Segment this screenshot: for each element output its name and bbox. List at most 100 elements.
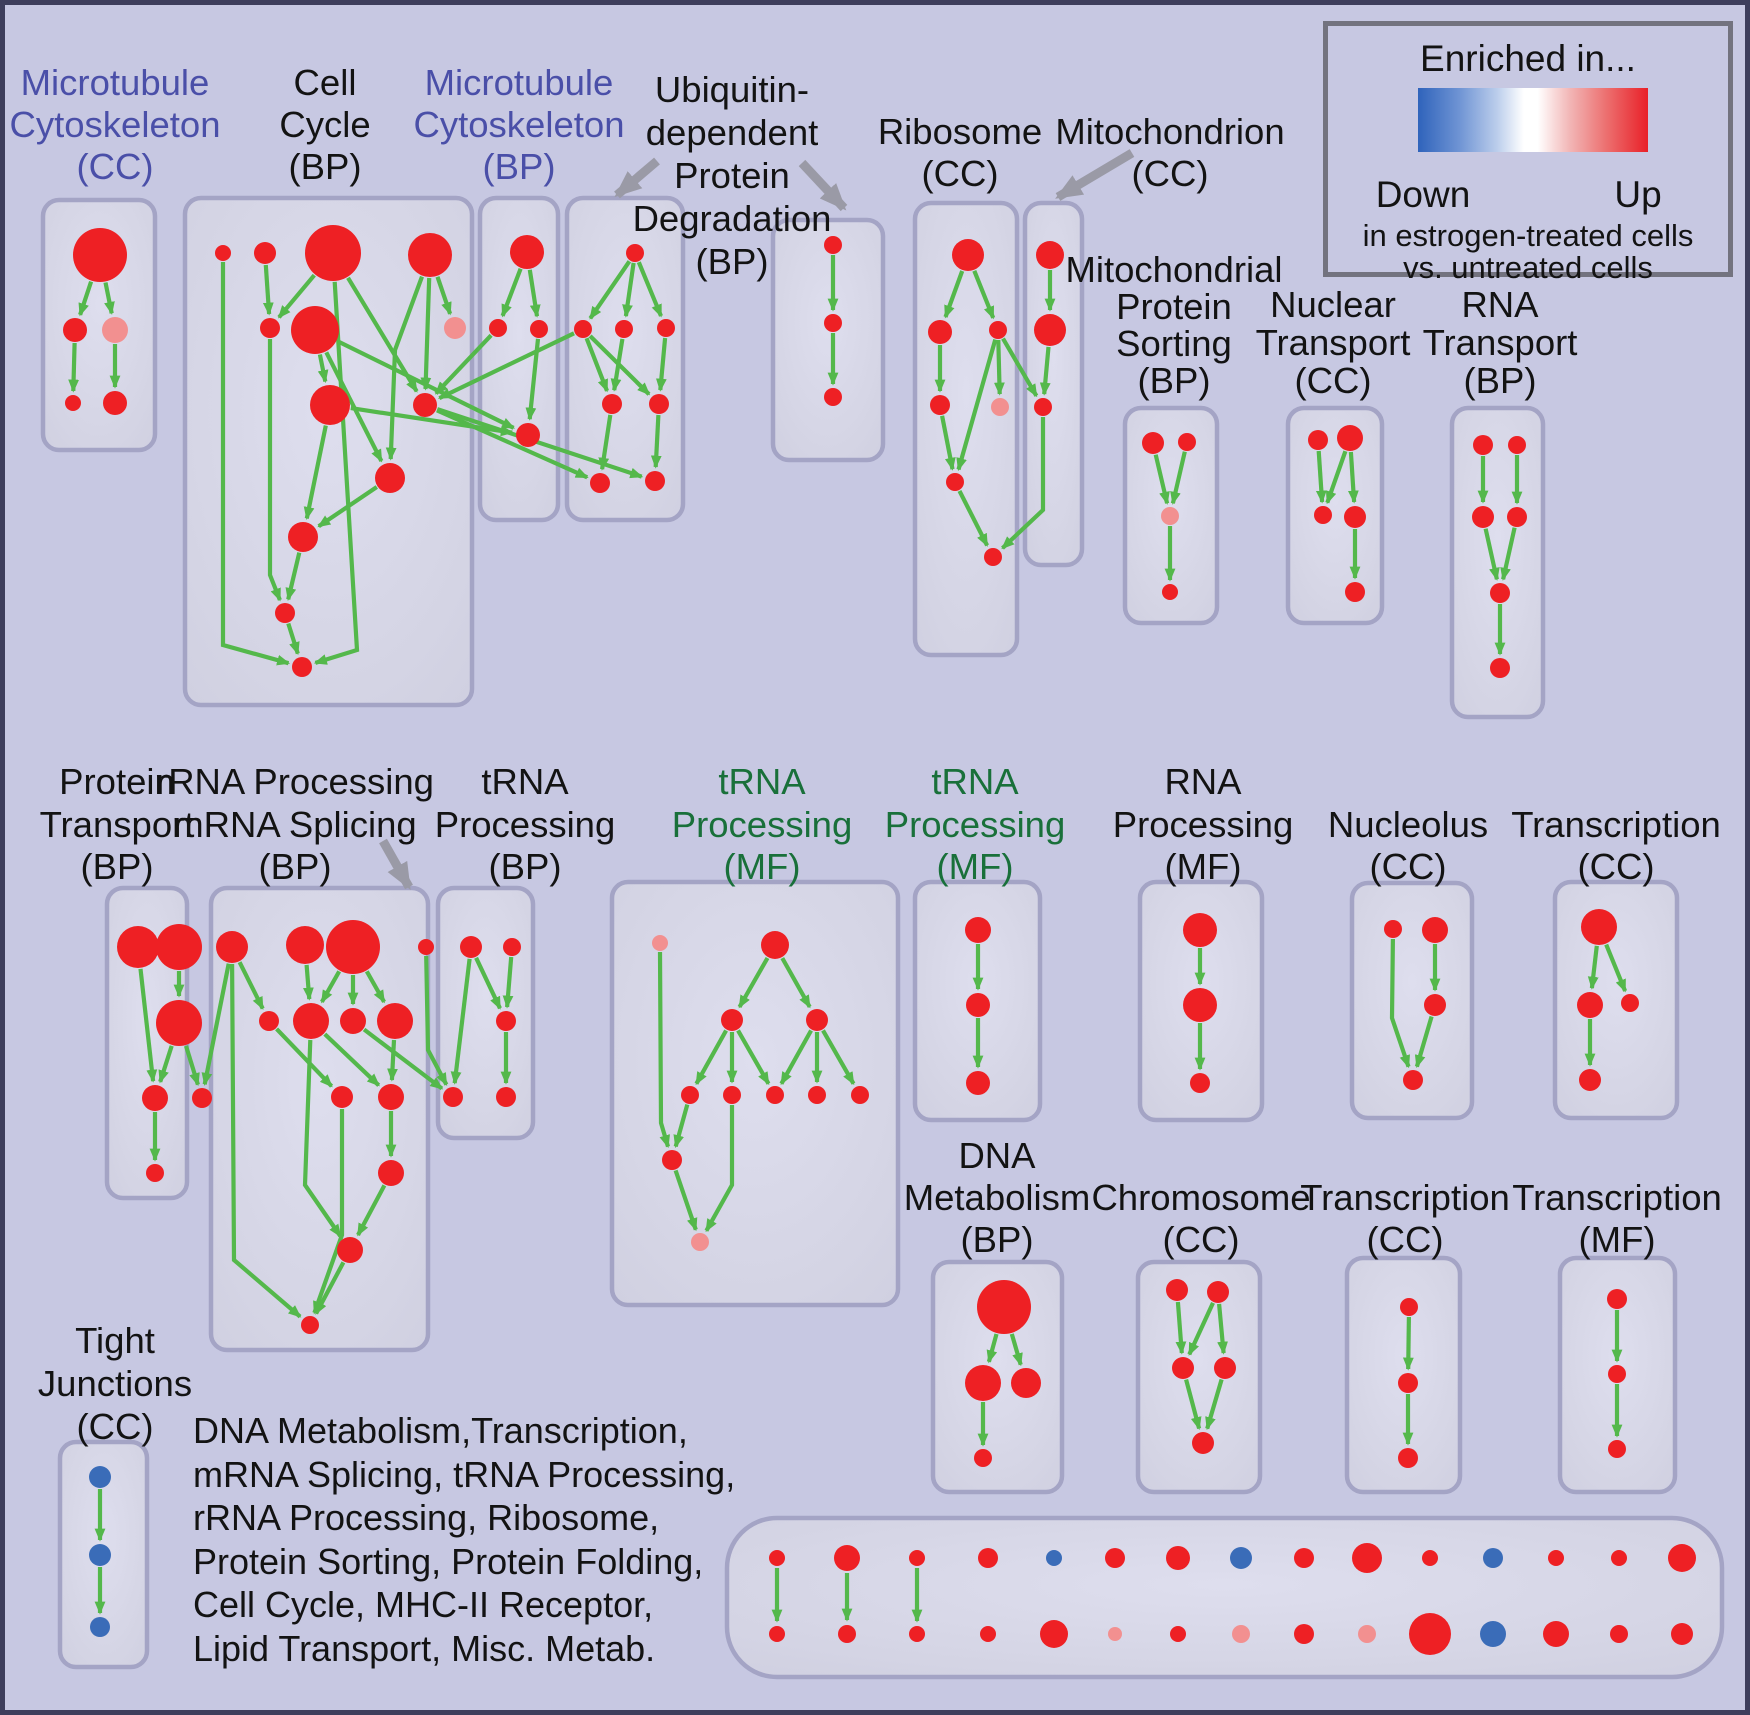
label-transcription-cc-bottom: Transcription (CC)	[1300, 1177, 1510, 1260]
edge-chr	[1217, 1303, 1228, 1355]
node-rna-transport-bp-tl	[1473, 435, 1493, 455]
gray-arrow-to-trna-processing-bp-box	[379, 838, 413, 890]
node-trna-processing-mf-large-lo	[662, 1150, 682, 1170]
node-transcription-cc-middle-R	[1621, 994, 1639, 1012]
node-trna-processing-mf-large-n3	[766, 1086, 784, 1104]
node-protein-transport-bp-b1	[117, 926, 159, 968]
node-nuclear-transport-cc-tr	[1337, 425, 1363, 451]
legend-box: Enriched in... Down Up in estrogen-treat…	[1323, 21, 1733, 285]
node-protein-transport-bp-b2	[156, 924, 202, 970]
node-protein-transport-bp-s1	[142, 1085, 168, 1111]
gray-arrow-to-ubiquitin-cluster-2	[798, 159, 848, 212]
node-cell-cycle-bp-l	[275, 603, 295, 623]
node-ubiquitin-degradation-cluster-2-c1	[824, 236, 842, 254]
node-trna-processing-mf-small-c3	[966, 1071, 990, 1095]
strip-node-bottom-15	[1671, 1623, 1693, 1645]
node-microtubule-cytoskeleton-cc-mr	[102, 317, 128, 343]
caption-line-6: Lipid Transport, Misc. Metab.	[193, 1627, 656, 1669]
panel-mitochondrion-cc	[1022, 200, 1085, 568]
node-rrna-processing-mrna-splicing-bp-r2b	[293, 1003, 329, 1039]
edge-mtbp	[527, 269, 541, 318]
edge-mt-cc	[78, 280, 94, 317]
node-rna-transport-bp-m	[1490, 583, 1510, 603]
node-mitochondrial-protein-sorting-bp-tr	[1178, 433, 1196, 451]
node-trna-processing-mf-large-n5	[851, 1086, 869, 1104]
strip-node-bottom-3	[909, 1626, 925, 1642]
legend-down-label: Down	[1375, 174, 1471, 215]
cross-edge	[1001, 417, 1046, 550]
edge-mt-cc	[68, 342, 80, 393]
node-nucleolus-cc-s	[1384, 920, 1402, 938]
edge-trnamf1	[737, 956, 770, 1009]
edge-chr	[1205, 1378, 1224, 1431]
edge-ub1	[598, 414, 613, 471]
node-transcription-mf-c2	[1608, 1365, 1626, 1383]
edge-cc	[385, 275, 424, 461]
node-cell-cycle-bp-h	[310, 385, 350, 425]
node-trna-processing-mf-large-mr	[806, 1009, 828, 1031]
node-trna-processing-mf-large-t	[761, 931, 789, 959]
node-trna-processing-mf-large-ml	[721, 1009, 743, 1031]
node-ubiquitin-degradation-cluster-1-r2a	[574, 320, 592, 338]
node-rrna-processing-mrna-splicing-bp-t3	[326, 920, 380, 974]
node-cell-cycle-bp-f	[291, 306, 339, 354]
node-rrna-processing-mrna-splicing-bp-r4	[378, 1160, 404, 1186]
edge-trnamf1	[673, 1169, 698, 1232]
node-rrna-processing-mrna-splicing-bp-r2d	[377, 1003, 413, 1039]
edge-rrna	[303, 964, 314, 1001]
node-cell-cycle-bp-a	[215, 245, 231, 261]
node-transcription-cc-middle-L	[1577, 992, 1603, 1018]
edge-dnam	[986, 1333, 999, 1364]
caption-line-5: Cell Cycle, MHC-II Receptor,	[193, 1584, 654, 1625]
legend-up-label: Up	[1614, 174, 1662, 215]
node-nuclear-transport-cc-mr	[1344, 506, 1366, 528]
edge-rib	[943, 270, 965, 319]
node-chromosome-cc-ml	[1172, 1357, 1194, 1379]
node-cell-cycle-bp-m	[292, 657, 312, 677]
node-dna-metabolism-bp-b	[974, 1449, 992, 1467]
cross-edge	[201, 963, 231, 1086]
legend-caption-line1: in estrogen-treated cells	[1362, 218, 1694, 253]
label-mitochondrion-cc: Mitochondrion (CC)	[1055, 111, 1284, 194]
node-transcription-cc-bottom-c2	[1398, 1373, 1418, 1393]
edge-trnabp	[450, 958, 472, 1085]
graph-svg: Microtubule Cytoskeleton (CC) Cell Cycle (BP)…	[10, 62, 1725, 1680]
node-rrna-processing-mrna-splicing-bp-r3b	[378, 1084, 404, 1110]
node-ubiquitin-degradation-cluster-1-r2c	[657, 319, 675, 337]
label-rna-transport-bp: RNA Transport (BP)	[1423, 284, 1578, 401]
caption-line-2: mRNA Splicing, tRNA Processing,	[193, 1453, 736, 1495]
node-transcription-cc-bottom-c1	[1400, 1298, 1418, 1316]
legend-title: Enriched in...	[1420, 38, 1636, 79]
edge-rib	[957, 489, 989, 547]
edge-cc	[285, 552, 302, 601]
node-ubiquitin-degradation-cluster-2-c3	[824, 388, 842, 406]
strip-node-bottom-4	[980, 1626, 996, 1642]
edge-cc	[317, 354, 329, 384]
edge-ub1	[610, 338, 625, 392]
gray-arrow-layer	[379, 149, 1135, 890]
cross-edge	[434, 333, 493, 395]
edge-cc	[435, 276, 453, 316]
node-tight-junctions-cc-c2	[89, 1544, 111, 1566]
edge-trnamf1	[704, 1105, 735, 1233]
edge-trnamf1	[736, 1029, 771, 1086]
edge-trnamf1	[779, 1029, 813, 1086]
node-layer	[63, 225, 1696, 1655]
node-dna-metabolism-bp-t	[977, 1280, 1031, 1334]
node-rrna-processing-mrna-splicing-bp-t1	[216, 931, 248, 963]
edge-nuc	[1389, 938, 1411, 1069]
strip-node-bottom-10	[1358, 1625, 1376, 1643]
panel-cell-cycle-bp	[182, 195, 475, 708]
node-rna-transport-bp-mr	[1507, 507, 1527, 527]
cross-edge	[350, 406, 514, 437]
node-cell-cycle-bp-c	[305, 225, 361, 281]
edge-rrna	[230, 963, 302, 1319]
strip-node-bottom-12	[1480, 1621, 1506, 1647]
edge-mps	[1153, 454, 1170, 505]
edge-rt	[1483, 528, 1500, 581]
label-tight-junctions-cc: Tight Junctions (CC)	[38, 1320, 192, 1447]
node-rna-transport-bp-tr	[1508, 436, 1526, 454]
edge-ub1	[622, 262, 636, 318]
node-cell-cycle-bp-i	[413, 393, 437, 417]
node-ubiquitin-degradation-cluster-2-c2	[824, 314, 842, 332]
